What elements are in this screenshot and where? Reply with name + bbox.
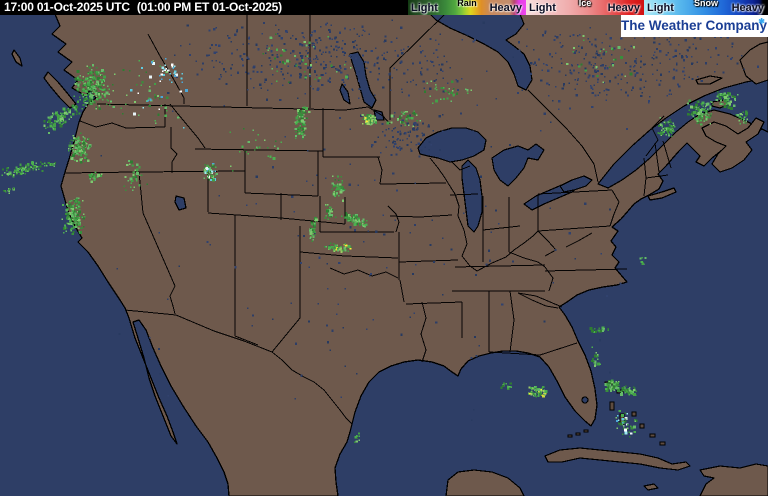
us-mexico-border (124, 309, 353, 425)
great-salt-lake (174, 195, 187, 211)
rain-heavy-label: Heavy (489, 2, 522, 14)
long-island (647, 187, 677, 201)
lake-okeechobee (581, 396, 589, 404)
legend-bar-snow: Light Snow Heavy (644, 0, 768, 15)
snow-type-label: Snow (694, 0, 718, 8)
rain-light-label: Light (411, 2, 438, 14)
rain-type-label: Rain (457, 0, 477, 8)
logo-star-icon: ✱ (758, 17, 765, 26)
snow-heavy-label: Heavy (731, 2, 764, 14)
florida-keys (567, 429, 589, 438)
newfoundland-island (739, 41, 768, 85)
timestamp-text: 17:00 01-Oct-2025 UTC (01:00 PM ET 01-Oct… (4, 0, 282, 15)
ice-heavy-label: Heavy (607, 2, 640, 14)
yucatan-peninsula (445, 469, 525, 496)
utc-time: 17:00 01-Oct-2025 UTC (4, 0, 130, 14)
us-canada-border (96, 103, 391, 125)
vancouver-island (43, 71, 77, 109)
lake-huron (491, 143, 545, 187)
legend-bar-rain: Light Rain Heavy (408, 0, 526, 15)
hudson-bay (429, 13, 533, 91)
lake-ontario (559, 175, 593, 193)
logo-text: The Weather Company (621, 18, 768, 33)
ice-light-label: Light (529, 2, 556, 14)
continent-landmass (51, 13, 768, 496)
haida-gwaii-island (11, 49, 23, 67)
ice-type-label: Ice (578, 0, 592, 8)
snow-light-label: Light (647, 2, 674, 14)
hispaniola-island (699, 463, 768, 496)
jamaica-island (643, 483, 659, 491)
legend-bar-ice: Light Ice Heavy (526, 0, 644, 15)
radar-echoes (1, 33, 748, 444)
weather-company-logo: The Weather Company ✱ (621, 15, 768, 37)
et-time: (01:00 PM ET 01-Oct-2025) (136, 0, 282, 14)
lake-michigan (461, 159, 483, 233)
us-state-borders (63, 103, 672, 363)
precip-legend: Light Rain Heavy Light Ice Heavy Light S… (408, 0, 768, 15)
cuba-island (544, 447, 691, 471)
lake-manitoba (339, 83, 351, 105)
nova-scotia (701, 117, 765, 173)
lake-winnipeg (349, 51, 377, 109)
